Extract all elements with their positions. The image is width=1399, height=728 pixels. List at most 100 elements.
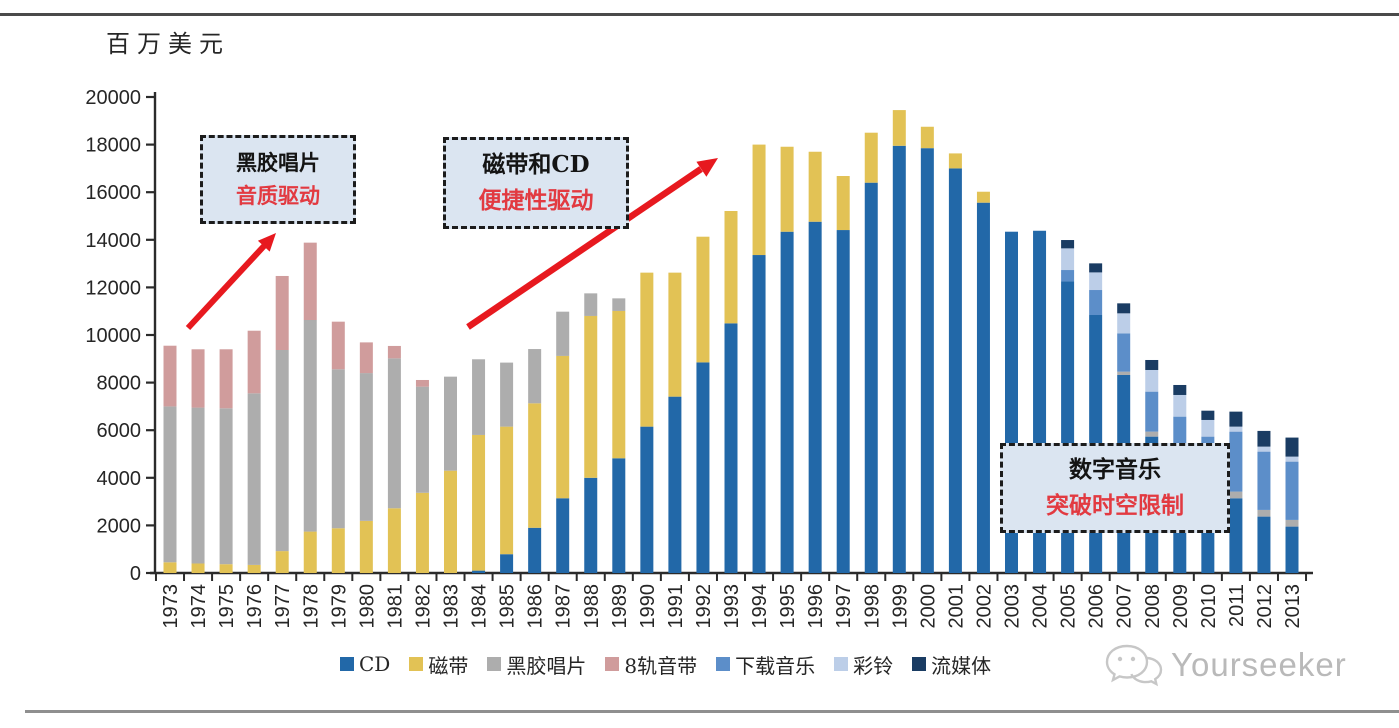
bar-segment [556, 498, 570, 573]
legend-swatch-downloads [716, 657, 731, 671]
y-axis-unit-label: 百万美元 [106, 30, 230, 58]
bar-segment [359, 520, 373, 573]
watermark: Yourseeker [1103, 640, 1347, 690]
bar-segment [275, 275, 289, 350]
x-tick-label: 1990 [637, 584, 659, 629]
bar-segment [500, 426, 514, 555]
bar-segment [780, 231, 794, 573]
x-tick-label: 2012 [1254, 584, 1276, 629]
top-divider [0, 13, 1399, 16]
bar-segment [359, 342, 373, 374]
bar-segment [303, 242, 317, 321]
annotation-vinyl: 黑胶唱片 音质驱动 [200, 135, 356, 224]
bar-segment [1257, 451, 1271, 510]
bar-segment [976, 202, 990, 573]
bar-segment [612, 298, 626, 311]
legend-swatch-streaming [912, 657, 927, 671]
bar-segment [1117, 371, 1131, 375]
legend-swatch-cd [340, 657, 354, 671]
x-tick-label: 2005 [1058, 584, 1080, 629]
bar-segment [275, 551, 289, 573]
x-tick-label: 1996 [805, 584, 827, 629]
bar-segment [1089, 290, 1103, 316]
x-tick-label: 1979 [328, 584, 350, 629]
bar-segment [640, 272, 654, 427]
bar-segment [836, 176, 850, 231]
bar-segment [584, 293, 598, 316]
bar-segment [163, 406, 177, 563]
bar-segment [1285, 519, 1299, 527]
legend-label-8track: 8轨音带 [624, 653, 698, 678]
annotation-cassette-cd-title: 磁带和CD [482, 151, 590, 179]
bar-segment [752, 144, 766, 256]
x-tick-label: 1976 [244, 584, 266, 629]
bar-segment [528, 349, 542, 404]
bar-segment [948, 153, 962, 169]
bar-segment [219, 408, 233, 565]
bar-segment [1229, 426, 1243, 432]
bar-segment [920, 126, 934, 149]
x-tick-label: 1984 [469, 584, 491, 629]
bar-segment [331, 369, 345, 529]
bar-segment [1229, 431, 1243, 492]
x-tick-label: 2009 [1170, 584, 1192, 629]
x-tick-label: 2006 [1086, 584, 1108, 629]
annotation-digital-title: 数字音乐 [1069, 456, 1161, 484]
bar-segment [724, 323, 738, 573]
bar-segment [1229, 498, 1243, 573]
bar-segment [303, 320, 317, 532]
x-tick-label: 1994 [749, 584, 771, 629]
y-tick-label: 2000 [97, 515, 142, 537]
y-tick-label: 4000 [97, 468, 142, 490]
bar-segment [668, 396, 682, 573]
bar-segment [1257, 430, 1271, 447]
bar-segment [415, 379, 429, 387]
x-tick-label: 2001 [945, 584, 967, 629]
legend-label-cd: CD [359, 652, 391, 676]
bar-segment [808, 151, 822, 222]
bar-segment [191, 563, 205, 573]
bar-segment [387, 345, 401, 359]
bar-segment [191, 349, 205, 408]
bar-segment [1145, 431, 1159, 437]
bar-segment [1145, 359, 1159, 370]
x-tick-label: 1989 [609, 584, 631, 629]
bar-segment [864, 132, 878, 183]
bar-segment [247, 330, 261, 394]
x-tick-label: 2011 [1226, 584, 1248, 627]
bar-segment [359, 373, 373, 521]
x-tick-label: 2004 [1030, 584, 1052, 629]
y-tick-label: 6000 [97, 420, 142, 442]
annotation-cassette-cd-subtitle: 便捷性驱动 [478, 187, 594, 214]
bar-segment [584, 477, 598, 573]
bar-segment [1117, 333, 1131, 372]
bar-segment [724, 211, 738, 324]
bar-segment [948, 168, 962, 573]
x-tick-label: 2002 [973, 584, 995, 629]
x-tick-label: 1999 [889, 584, 911, 629]
legend-label-cassette: 磁带 [428, 653, 469, 678]
bar-segment [163, 562, 177, 573]
bar-segment [808, 221, 822, 573]
bar-segment [668, 272, 682, 397]
bar-segment [191, 407, 205, 564]
legend-swatch-cassette [409, 657, 424, 671]
x-tick-label: 2003 [1002, 584, 1024, 629]
y-tick-label: 18000 [85, 135, 141, 157]
bar-segment [1229, 491, 1243, 499]
bar-segment [1089, 263, 1103, 273]
bar-segment [1061, 248, 1075, 271]
bar-segment [444, 376, 457, 471]
x-tick-label: 1983 [441, 584, 463, 629]
y-tick-label: 12000 [85, 277, 141, 299]
bar-segment [415, 492, 429, 573]
bar-segment [1285, 456, 1299, 462]
bar-segment [1285, 437, 1299, 457]
legend-item-vinyl: 黑胶唱片 [487, 650, 586, 679]
bar-segment [472, 570, 486, 573]
legend-item-cassette: 磁带 [409, 650, 468, 679]
x-tick-label: 2000 [917, 584, 939, 629]
x-tick-label: 1975 [216, 584, 238, 629]
bar-segment [1257, 516, 1271, 573]
